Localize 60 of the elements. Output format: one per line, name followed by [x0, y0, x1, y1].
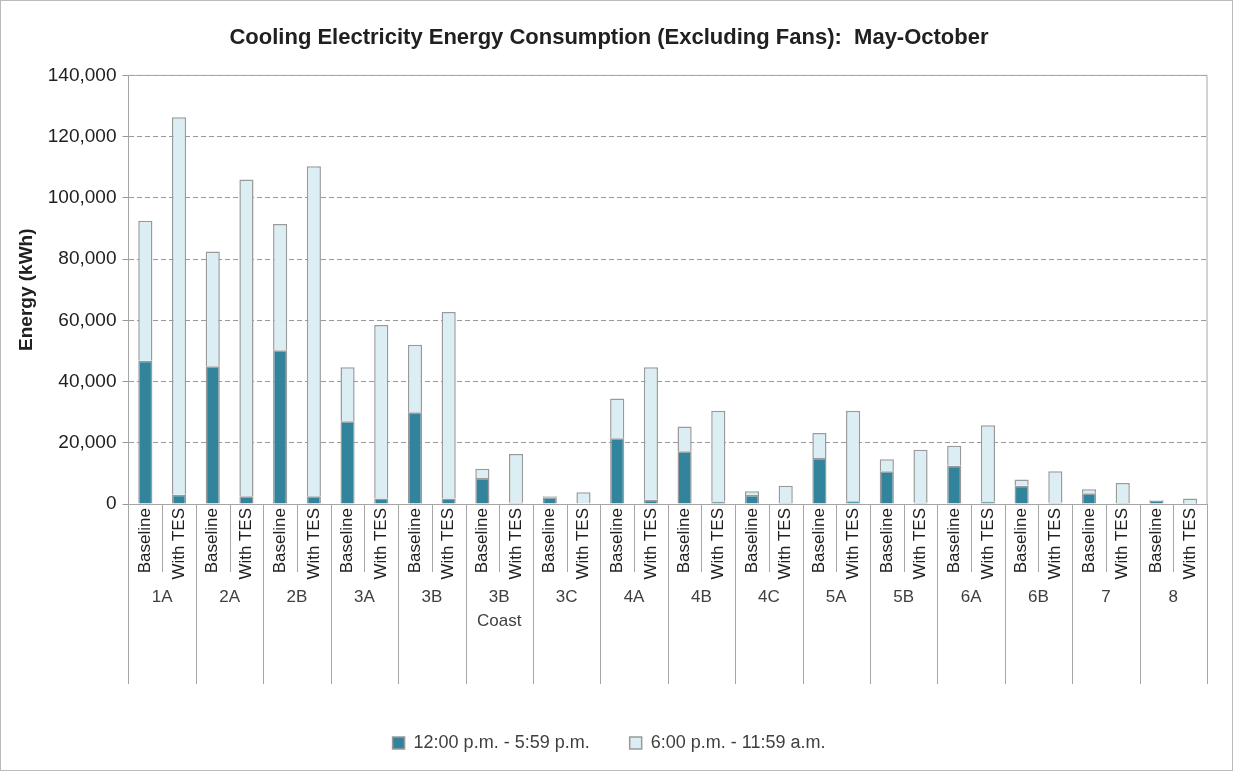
x-tick-label: Baseline	[472, 508, 492, 574]
x-tick-label: Baseline	[404, 508, 424, 574]
x-tick-label: Baseline	[135, 508, 155, 574]
x-tick-label: With TES	[236, 508, 256, 580]
x-tick-label: With TES	[910, 508, 930, 580]
legend-label: 12:00 p.m. - 5:59 p.m.	[413, 731, 590, 752]
x-tick-label: Baseline	[741, 508, 761, 574]
text: 3A	[354, 586, 376, 606]
x-tick-label: Baseline	[606, 508, 626, 574]
x-tick-label: Baseline	[539, 508, 559, 574]
x-tick-label: Baseline	[876, 508, 896, 574]
x-tick-label: Baseline	[202, 508, 222, 574]
text: 4A	[623, 586, 646, 606]
text: 3B Coast	[477, 586, 522, 630]
text: 6B	[1028, 586, 1049, 606]
x-tick-label: Baseline	[674, 508, 694, 574]
text: 2A	[219, 586, 241, 606]
text: 7	[1101, 586, 1111, 606]
text: 4C	[757, 586, 780, 606]
y-tick-label: 60,000	[58, 308, 117, 330]
x-tick-label: With TES	[438, 508, 458, 580]
x-tick-label: Baseline	[1146, 508, 1166, 574]
y-tick-label: 80,000	[58, 247, 117, 269]
x-tick-label: Baseline	[269, 508, 289, 574]
x-tick-label: With TES	[1112, 508, 1132, 580]
x-tick-label: With TES	[370, 508, 390, 580]
legend-label: 6:00 p.m. - 11:59 a.m.	[650, 731, 826, 752]
text: 2B	[286, 586, 308, 606]
x-tick-label: With TES	[1045, 508, 1065, 580]
y-axis-title: Energy (kWh)	[14, 228, 36, 351]
x-tick-label: With TES	[505, 508, 525, 580]
text: 5B	[893, 586, 915, 606]
x-tick-label: Baseline	[337, 508, 357, 574]
text: 3B	[421, 586, 443, 606]
text: 4B	[691, 586, 712, 606]
x-tick-label: Baseline	[943, 508, 963, 574]
x-tick-label: With TES	[303, 508, 323, 580]
y-tick-label: 40,000	[58, 369, 117, 391]
x-tick-label: With TES	[168, 508, 188, 580]
chart-title: Cooling Electricity Energy Consumption (Excluding Fans): May-October	[229, 24, 989, 50]
x-tick-label: Baseline	[809, 508, 829, 574]
y-tick-label: 0	[105, 492, 117, 514]
y-tick-label: 120,000	[47, 124, 117, 146]
x-tick-label: With TES	[707, 508, 727, 580]
x-tick-label: With TES	[1179, 508, 1199, 580]
text: 8	[1168, 586, 1179, 606]
x-tick-label: With TES	[842, 508, 862, 580]
x-tick-label: With TES	[775, 508, 795, 580]
x-tick-label: With TES	[977, 508, 997, 580]
y-tick-label: 20,000	[58, 431, 117, 453]
text: 1A	[151, 586, 174, 606]
y-tick-label: 140,000	[47, 63, 117, 85]
x-tick-label: Baseline	[1011, 508, 1031, 574]
y-tick-label: 100,000	[47, 186, 117, 208]
text: 3C	[555, 586, 578, 606]
x-tick-label: With TES	[640, 508, 660, 580]
text: 5A	[825, 586, 848, 606]
x-tick-label: With TES	[573, 508, 593, 580]
text: 6A	[960, 586, 983, 606]
x-tick-label: Baseline	[1078, 508, 1098, 574]
